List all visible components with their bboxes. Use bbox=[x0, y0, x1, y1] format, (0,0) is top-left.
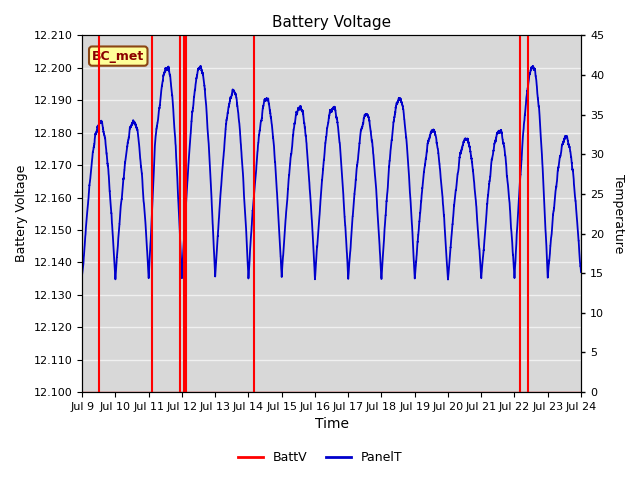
Legend: BattV, PanelT: BattV, PanelT bbox=[232, 446, 408, 469]
X-axis label: Time: Time bbox=[315, 418, 349, 432]
Title: Battery Voltage: Battery Voltage bbox=[272, 15, 391, 30]
Y-axis label: Temperature: Temperature bbox=[612, 174, 625, 253]
Text: BC_met: BC_met bbox=[92, 49, 145, 62]
Y-axis label: Battery Voltage: Battery Voltage bbox=[15, 165, 28, 263]
